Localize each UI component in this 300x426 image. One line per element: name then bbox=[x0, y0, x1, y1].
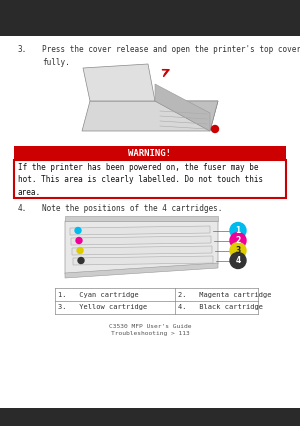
Text: 4.   Black cartridge: 4. Black cartridge bbox=[178, 305, 263, 311]
Text: Note the positions of the 4 cartridges.: Note the positions of the 4 cartridges. bbox=[42, 204, 222, 213]
Bar bbox=[14, 146, 286, 160]
Polygon shape bbox=[65, 221, 218, 274]
Bar bbox=[0, 0, 300, 36]
Text: 4: 4 bbox=[236, 256, 241, 265]
Bar bbox=[0, 408, 300, 426]
Text: If the printer has been powered on, the fuser may be
hot. This area is clearly l: If the printer has been powered on, the … bbox=[18, 163, 263, 197]
Circle shape bbox=[230, 222, 246, 239]
Bar bbox=[14, 160, 286, 198]
Bar bbox=[55, 288, 258, 314]
Text: 3: 3 bbox=[236, 246, 241, 255]
Polygon shape bbox=[155, 101, 218, 131]
Polygon shape bbox=[72, 246, 212, 255]
Circle shape bbox=[76, 238, 82, 244]
Polygon shape bbox=[82, 101, 218, 131]
Polygon shape bbox=[83, 64, 155, 101]
Text: 1: 1 bbox=[236, 226, 241, 235]
Text: 3.   Yellow cartridge: 3. Yellow cartridge bbox=[58, 305, 147, 311]
Text: 4.: 4. bbox=[18, 204, 27, 213]
Text: WARNING!: WARNING! bbox=[128, 149, 172, 158]
Text: 2: 2 bbox=[236, 236, 241, 245]
Circle shape bbox=[230, 242, 246, 259]
Circle shape bbox=[212, 126, 218, 132]
Polygon shape bbox=[65, 263, 218, 278]
Circle shape bbox=[78, 257, 84, 264]
Bar bbox=[0, 36, 300, 408]
Polygon shape bbox=[71, 236, 211, 245]
Text: C3530 MFP User's Guide: C3530 MFP User's Guide bbox=[109, 323, 191, 328]
Circle shape bbox=[77, 248, 83, 253]
Polygon shape bbox=[73, 256, 213, 265]
Text: 3.: 3. bbox=[18, 45, 27, 54]
Polygon shape bbox=[65, 216, 218, 221]
Text: 2.   Magenta cartridge: 2. Magenta cartridge bbox=[178, 291, 272, 297]
Polygon shape bbox=[155, 84, 210, 131]
Text: Troubleshooting > 113: Troubleshooting > 113 bbox=[111, 331, 189, 337]
Circle shape bbox=[230, 253, 246, 268]
Text: 1.   Cyan cartridge: 1. Cyan cartridge bbox=[58, 291, 139, 297]
Circle shape bbox=[230, 233, 246, 248]
Polygon shape bbox=[70, 226, 210, 235]
Text: Press the cover release and open the printer's top cover
fully.: Press the cover release and open the pri… bbox=[42, 45, 300, 67]
Circle shape bbox=[75, 227, 81, 233]
